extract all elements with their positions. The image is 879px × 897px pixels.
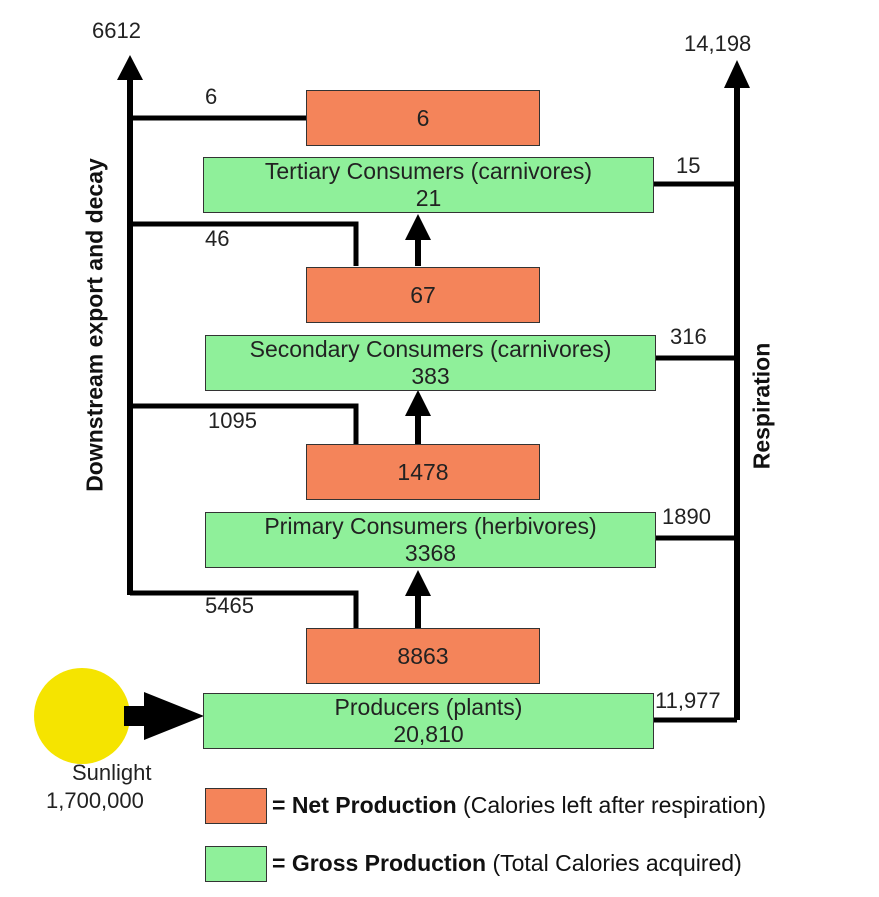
level-name-secondary: Secondary Consumers (carnivores) [249,336,612,362]
export-value-tertiary: 6 [205,84,218,109]
transfer-arrowhead-2 [405,390,431,416]
gross-value-primary: 3368 [404,540,457,566]
net-value-producers: 8863 [397,642,449,669]
respiration-value-primary: 1890 [662,504,711,529]
sunlight-arrow-shaft [124,706,148,726]
export-axis-label: Downstream export and decay [81,158,108,492]
net-value-tertiary: 6 [416,104,430,131]
respiration-value-producers: 11,977 [655,688,721,713]
net-box-producers: 8863 [306,628,540,684]
gross-value-producers: 20,810 [393,721,464,747]
respiration-arrowhead [724,60,750,88]
sunlight-label: Sunlight [72,760,152,785]
gross-box-primary: Primary Consumers (herbivores) 3368 [205,512,656,568]
export-total: 6612 [92,18,141,43]
legend-gross-swatch [205,846,267,882]
level-name-primary: Primary Consumers (herbivores) [264,513,597,539]
legend-gross-desc: (Total Calories acquired) [492,850,742,876]
export-line-secondary [130,221,359,266]
net-box-secondary: 67 [306,267,540,323]
gross-value-tertiary: 21 [415,185,442,211]
net-value-primary: 1478 [397,458,449,485]
net-box-tertiary: 6 [306,90,540,146]
legend-gross: = Gross Production (Total Calories acqui… [272,850,742,877]
respiration-axis-label: Respiration [748,342,775,470]
level-name-tertiary: Tertiary Consumers (carnivores) [264,158,593,184]
sun-icon [34,668,130,764]
export-value-producers: 5465 [205,593,254,618]
respiration-value-tertiary: 15 [676,153,701,178]
sunlight-arrowhead [144,692,204,740]
legend-net-desc: (Calories left after respiration) [463,792,766,818]
respiration-total: 14,198 [684,31,752,56]
sunlight-value: 1,700,000 [46,788,144,813]
legend-net: = Net Production (Calories left after re… [272,792,766,819]
level-name-producers: Producers (plants) [334,694,523,720]
gross-value-secondary: 383 [411,363,450,389]
legend-gross-label: = Gross Production [272,850,487,876]
transfer-arrowhead-3 [405,570,431,596]
export-line-primary [130,403,359,444]
legend-net-label: = Net Production [272,792,457,818]
gross-box-producers: Producers (plants) 20,810 [203,693,654,749]
legend-net-swatch [205,788,267,824]
export-value-secondary: 46 [205,226,230,251]
respiration-value-secondary: 316 [670,324,707,349]
net-value-secondary: 67 [410,281,436,308]
gross-box-secondary: Secondary Consumers (carnivores) 383 [205,335,656,391]
export-line-producers [130,590,359,628]
export-arrowhead [117,55,143,80]
export-value-primary: 1095 [208,408,257,433]
gross-box-tertiary: Tertiary Consumers (carnivores) 21 [203,157,654,213]
net-box-primary: 1478 [306,444,540,500]
transfer-arrowhead-1 [405,214,431,240]
